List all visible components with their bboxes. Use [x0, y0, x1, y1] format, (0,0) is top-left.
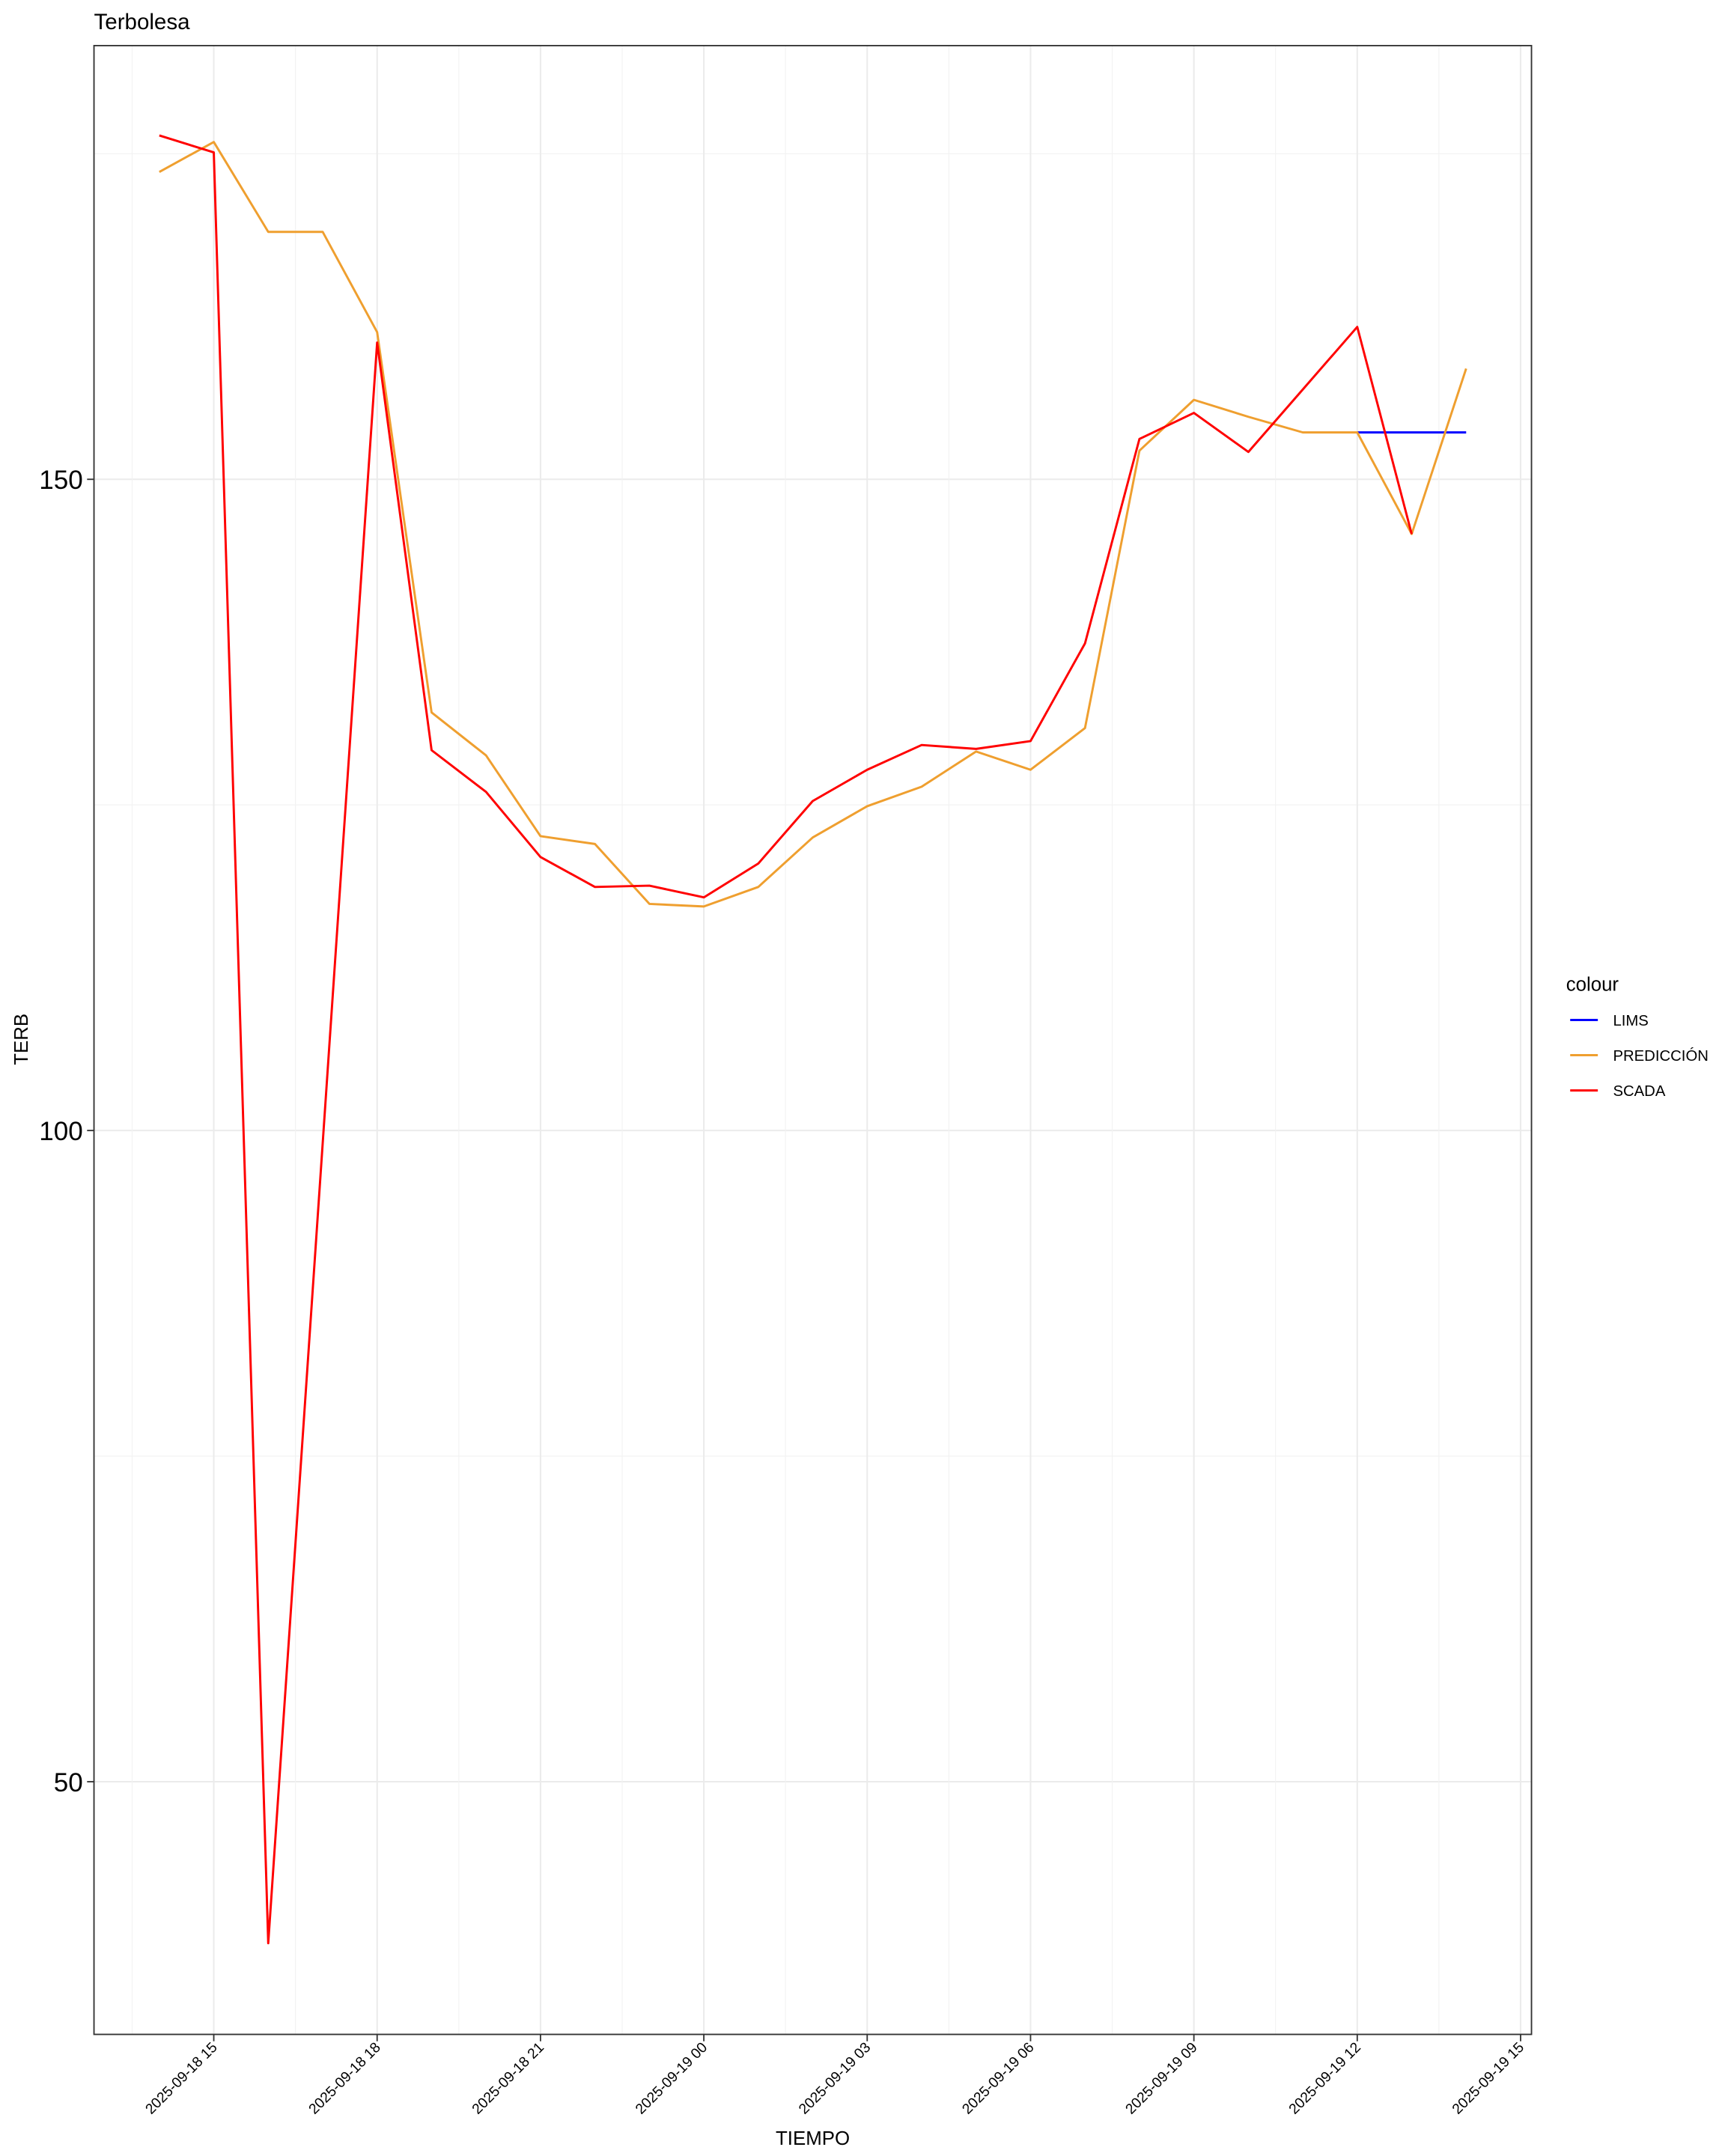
series-line — [159, 134, 1413, 1945]
legend: LIMS PREDICCIÓN SCADA — [1570, 1013, 1709, 1100]
y-tick-label: 150 — [39, 466, 83, 495]
y-tick-label: 100 — [39, 1117, 83, 1146]
y-axis-title: TERB — [11, 1014, 32, 1065]
y-tick-label: 50 — [54, 1768, 83, 1797]
legend-title: colour — [1566, 975, 1619, 996]
x-axis-title: TIEMPO — [776, 2128, 850, 2149]
legend-label: LIMS — [1613, 1013, 1648, 1029]
grid — [94, 45, 1532, 2035]
legend-label: SCADA — [1613, 1083, 1665, 1100]
plot-lines — [159, 134, 1467, 1945]
series-line — [159, 141, 1467, 908]
panel-border — [93, 45, 1533, 2035]
chart-title: Terbolesa — [94, 10, 191, 34]
legend-label: PREDICCIÓN — [1613, 1047, 1708, 1065]
